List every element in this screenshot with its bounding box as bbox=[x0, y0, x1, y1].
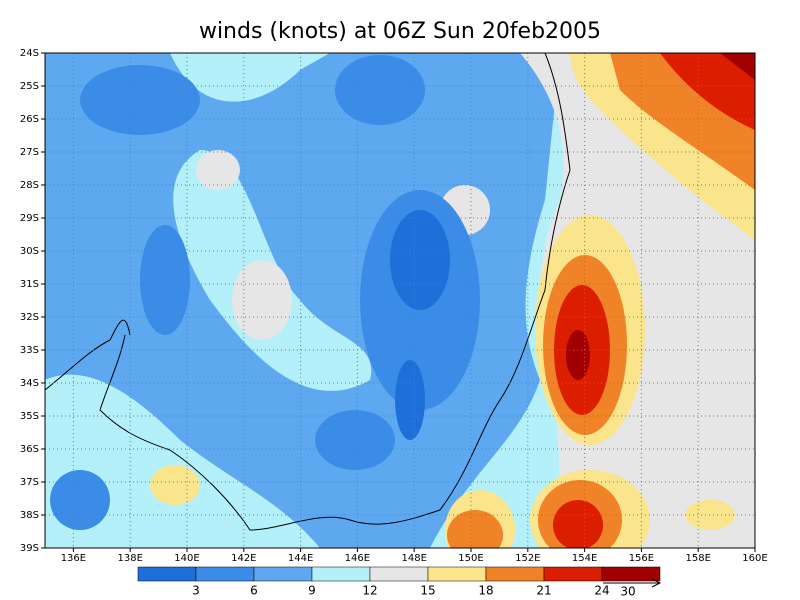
shaded-field bbox=[45, 53, 755, 548]
colorbar-swatch bbox=[195, 566, 255, 582]
y-tick-label: 31S bbox=[20, 279, 39, 290]
colorbar-label: 21 bbox=[536, 584, 551, 598]
y-tick-label: 35S bbox=[20, 411, 39, 422]
colorbar-swatch bbox=[427, 566, 487, 582]
y-tick-label: 37S bbox=[20, 477, 39, 488]
x-tick-label: 146E bbox=[345, 553, 370, 564]
grid bbox=[45, 52, 756, 549]
colorbar: 3 6 9 12 15 18 21 24 30 bbox=[137, 566, 662, 599]
y-tick-label: 32S bbox=[20, 312, 39, 323]
y-tick-label: 25S bbox=[20, 81, 39, 92]
plot-frame bbox=[44, 52, 756, 549]
x-tick-label: 140E bbox=[174, 553, 199, 564]
y-tick-label: 38S bbox=[20, 510, 39, 521]
x-tick-label: 136E bbox=[61, 553, 86, 564]
x-tick-label: 160E bbox=[742, 553, 767, 564]
x-tick-label: 148E bbox=[401, 553, 426, 564]
x-tick-label: 158E bbox=[685, 553, 710, 564]
x-tick-label: 138E bbox=[117, 553, 142, 564]
colorbar-label: 9 bbox=[308, 584, 316, 598]
colorbar-label: 6 bbox=[250, 584, 258, 598]
map-title: winds (knots) at 06Z Sun 20feb2005 bbox=[199, 19, 601, 44]
y-tick-label: 27S bbox=[20, 147, 39, 158]
y-tick-label: 24S bbox=[20, 48, 39, 59]
x-tick-label: 152E bbox=[515, 553, 540, 564]
colorbar-label: 24 bbox=[594, 584, 609, 598]
colorbar-swatch bbox=[253, 566, 313, 582]
colorbar-swatch bbox=[137, 566, 197, 582]
colorbar-label: 12 bbox=[362, 584, 377, 598]
reference-vector-label: 30 bbox=[620, 585, 635, 599]
colorbar-swatch bbox=[369, 566, 429, 582]
y-tick-label: 39S bbox=[20, 543, 39, 554]
x-tick-label: 154E bbox=[572, 553, 597, 564]
y-tick-label: 36S bbox=[20, 444, 39, 455]
colorbar-label: 18 bbox=[478, 584, 493, 598]
x-tick-label: 156E bbox=[629, 553, 654, 564]
colorbar-swatch bbox=[485, 566, 545, 582]
y-tick-label: 29S bbox=[20, 213, 39, 224]
colorbar-label: 3 bbox=[192, 584, 200, 598]
y-tick-label: 34S bbox=[20, 378, 39, 389]
x-tick-label: 142E bbox=[231, 553, 256, 564]
y-tick-label: 30S bbox=[20, 246, 39, 257]
colorbar-label: 15 bbox=[420, 584, 435, 598]
y-tick-label: 26S bbox=[20, 114, 39, 125]
y-tick-label: 33S bbox=[20, 345, 39, 356]
reference-arrowhead bbox=[651, 578, 662, 588]
x-tick-label: 144E bbox=[288, 553, 313, 564]
colorbar-swatch bbox=[311, 566, 371, 582]
y-tick-label: 28S bbox=[20, 180, 39, 191]
axes: 136E 138E 140E 142E 144E 146E 148E 150E 152E 154E… bbox=[20, 48, 768, 564]
x-tick-label: 150E bbox=[458, 553, 483, 564]
colorbar-swatch bbox=[543, 566, 603, 582]
colorbar-swatch bbox=[601, 566, 661, 582]
